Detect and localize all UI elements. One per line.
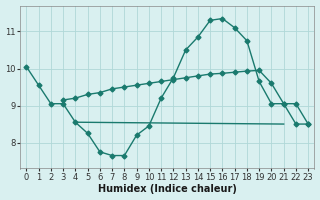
X-axis label: Humidex (Indice chaleur): Humidex (Indice chaleur) — [98, 184, 237, 194]
